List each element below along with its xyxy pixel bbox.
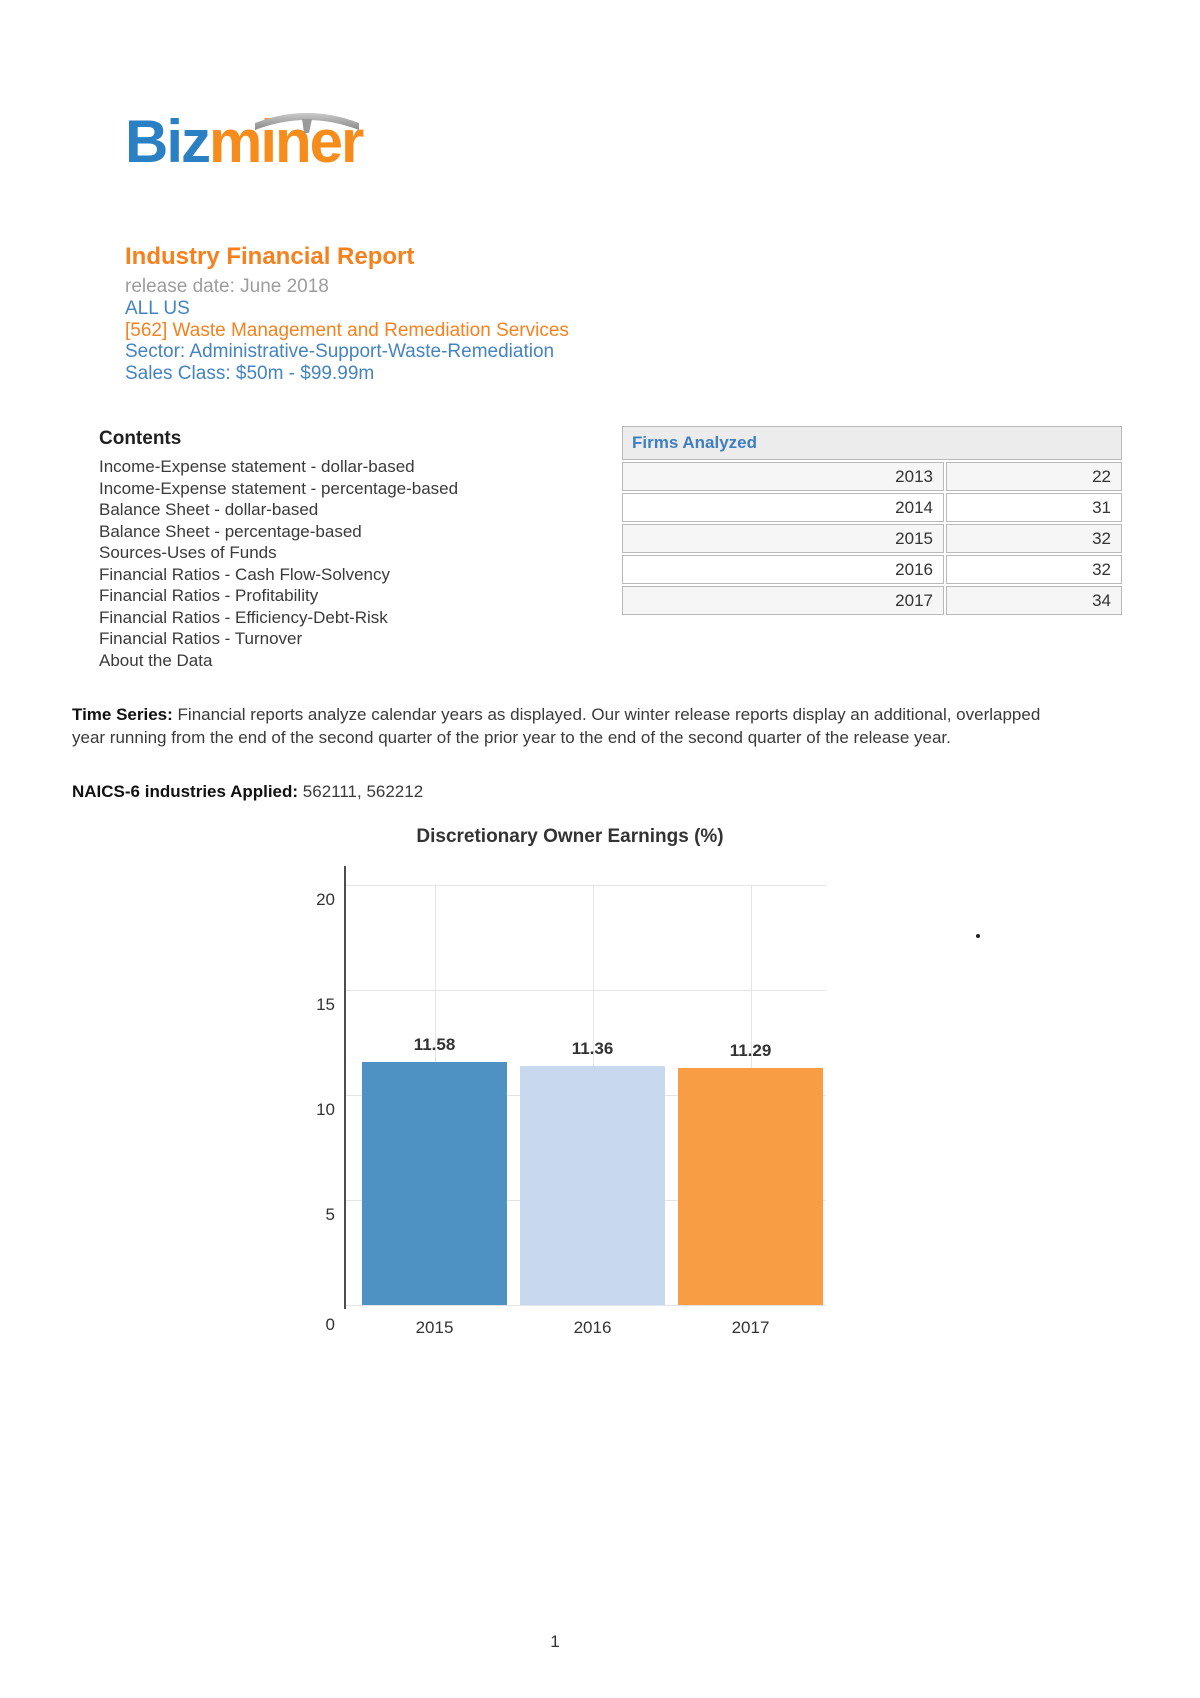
contents-item: About the Data — [99, 650, 213, 670]
firms-year-cell: 2014 — [622, 493, 944, 522]
firms-year-cell: 2015 — [622, 524, 944, 553]
y-axis-line — [344, 866, 346, 1309]
x-tick-label: 2016 — [573, 1318, 612, 1337]
y-tick-label: 0 — [325, 1315, 335, 1334]
sales-class-line: Sales Class: $50m - $99.99m — [125, 363, 375, 385]
firms-table-row: 2017 34 — [622, 586, 1122, 615]
stray-dot-mark — [976, 934, 980, 938]
chart-title: Discretionary Owner Earnings (%) — [416, 826, 724, 847]
firms-table-row: 2016 32 — [622, 555, 1122, 584]
y-tick-label: 20 — [316, 890, 335, 909]
firms-year-cell: 2017 — [622, 586, 944, 615]
contents-item: Balance Sheet - percentage-based — [99, 521, 362, 541]
sector-line: Sector: Administrative-Support-Waste-Rem… — [125, 341, 555, 363]
pickaxe-icon — [255, 113, 359, 133]
page-number: 1 — [550, 1632, 560, 1651]
firms-count-cell: 22 — [946, 462, 1122, 491]
firms-count-cell: 34 — [946, 586, 1122, 615]
bar-2015 — [362, 1061, 507, 1305]
firms-table-row: 2013 22 — [622, 462, 1122, 491]
contents-list: Income-Expense statement - dollar-based I… — [99, 456, 539, 671]
bar-value-label: 11.58 — [413, 1034, 456, 1054]
y-gridline — [344, 1305, 826, 1306]
bar-value-label: 11.29 — [729, 1040, 772, 1060]
contents-section: Contents Income-Expense statement - doll… — [99, 428, 539, 671]
industry-line: [562] Waste Management and Remediation S… — [125, 319, 569, 341]
y-gridline — [344, 990, 826, 991]
bar-value-label: 11.36 — [571, 1039, 614, 1059]
y-tick-label: 5 — [325, 1205, 335, 1224]
bizminer-logo: Bizminer — [125, 112, 364, 172]
owner-earnings-chart: Discretionary Owner Earnings (%) 0 5 10 15 2… — [0, 800, 1200, 1400]
page-title: Industry Financial Report — [125, 243, 415, 270]
firms-count-cell: 32 — [946, 524, 1122, 553]
contents-heading: Contents — [99, 428, 182, 449]
contents-item: Financial Ratios - Efficiency-Debt-Risk — [99, 607, 388, 627]
contents-item: Financial Ratios - Cash Flow-Solvency — [99, 564, 390, 584]
y-tick-label: 15 — [316, 995, 335, 1014]
firms-count-cell: 32 — [946, 555, 1122, 584]
contents-item: Balance Sheet - dollar-based — [99, 500, 319, 519]
contents-item: Income-Expense statement - percentage-ba… — [99, 478, 459, 498]
time-series-label: Time Series: — [72, 705, 173, 724]
time-series-note: Time Series: Financial reports analyze c… — [72, 703, 1064, 749]
release-date: release date: June 2018 — [125, 276, 329, 297]
bar-2017 — [678, 1067, 823, 1305]
naics-line: NAICS-6 industries Applied: 562111, 5622… — [72, 780, 1064, 803]
report-header: Industry Financial Report release date: … — [125, 244, 569, 385]
firms-count-cell: 31 — [946, 493, 1122, 522]
y-gridline — [344, 885, 826, 886]
logo-text-biz: Biz — [125, 108, 211, 175]
contents-item: Financial Ratios - Profitability — [99, 586, 319, 605]
firms-year-cell: 2016 — [622, 555, 944, 584]
firms-year-cell: 2013 — [622, 462, 944, 491]
y-tick-label: 10 — [316, 1100, 335, 1119]
bar-2016 — [520, 1066, 665, 1305]
firms-table-header: Firms Analyzed — [622, 426, 1122, 460]
x-tick-label: 2017 — [731, 1318, 770, 1337]
time-series-text: Financial reports analyze calendar years… — [72, 705, 1041, 747]
x-tick-label: 2015 — [415, 1318, 454, 1337]
firms-table-row: 2015 32 — [622, 524, 1122, 553]
contents-item: Income-Expense statement - dollar-based — [99, 457, 415, 476]
contents-item: Sources-Uses of Funds — [99, 543, 277, 562]
contents-item: Financial Ratios - Turnover — [99, 629, 303, 648]
firms-analyzed-table: Firms Analyzed 2013 22 2014 31 2015 32 2016 32 2… — [620, 424, 1124, 617]
firms-table-row: 2014 31 — [622, 493, 1122, 522]
naics-label: NAICS-6 industries Applied: — [72, 782, 299, 801]
naics-value: 562111, 562212 — [302, 782, 424, 801]
region-line: ALL US — [125, 297, 190, 319]
